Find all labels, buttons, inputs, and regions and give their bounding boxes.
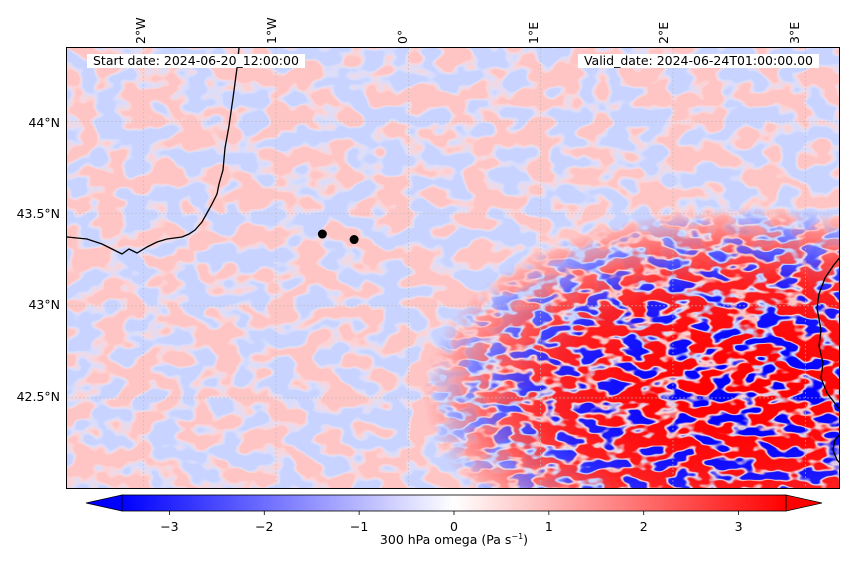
omega-field-map: [67, 48, 839, 488]
colorbar: [85, 494, 823, 515]
colorbar-tick-label: 3: [734, 519, 743, 534]
map-panel: Start date: 2024-06-20_12:00:00 Valid_da…: [66, 47, 840, 489]
colorbar-title-exponent: −1: [511, 532, 524, 541]
colorbar-tick-label: 1: [544, 519, 553, 534]
lon-label-1w: 1°W: [264, 17, 279, 44]
coastline-east: [816, 257, 839, 410]
colorbar-max-extend: [785, 494, 823, 512]
coastline-east-south: [832, 434, 839, 463]
lon-label-3e: 3°E: [787, 21, 802, 44]
intense-omega-zone: [67, 48, 839, 488]
colorbar-gradient: [121, 494, 787, 512]
colorbar-ticks: [169, 511, 739, 515]
colorbar-title: 300 hPa omega (Pa s−1): [380, 532, 528, 547]
lat-label-42-5: 42.5°N: [16, 388, 60, 404]
valid-date-label: Valid_date: 2024-06-24T01:00:00.00: [577, 54, 819, 68]
colorbar-tick-label: −3: [160, 519, 179, 534]
lat-label-44: 44°N: [28, 114, 60, 130]
gridlines: [67, 48, 839, 488]
lon-label-2w: 2°W: [133, 17, 148, 44]
lon-label-2e: 2°E: [656, 21, 671, 44]
colorbar-tick-label: 0: [450, 519, 458, 534]
coastline-west: [67, 48, 240, 255]
start-date-label: Start date: 2024-06-20_12:00:00: [87, 54, 305, 68]
lat-label-43-5: 43.5°N: [16, 205, 60, 221]
station-point: [349, 235, 359, 245]
lat-label-43: 43°N: [28, 296, 60, 312]
station-point: [317, 229, 327, 239]
lon-label-1e: 1°E: [526, 21, 541, 44]
station-points: [317, 229, 359, 245]
colorbar-min-extend: [85, 494, 123, 512]
colorbar-tick-label: 2: [639, 519, 648, 534]
colorbar-tick-label: −2: [255, 519, 274, 534]
colorbar-title-text: 300 hPa omega (Pa s: [379, 532, 512, 548]
colorbar-tick-label: −1: [349, 519, 369, 534]
colorbar-title-end: ): [523, 532, 529, 548]
lon-label-0: 0°: [395, 29, 410, 44]
